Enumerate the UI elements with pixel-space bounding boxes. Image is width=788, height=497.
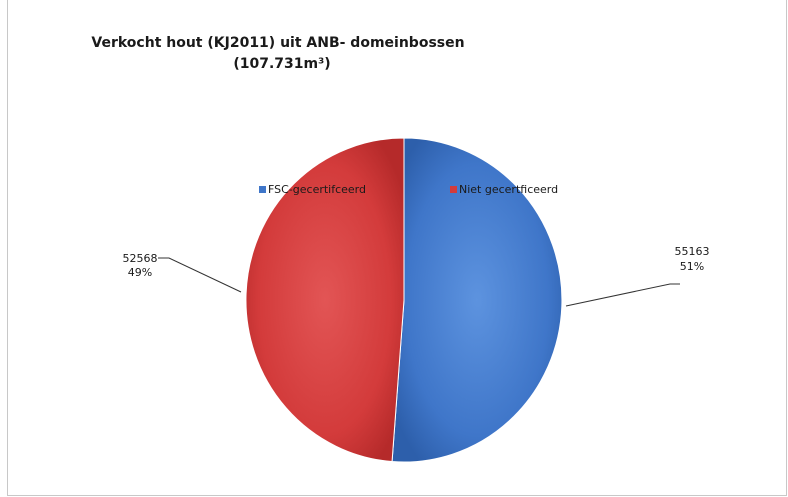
- pie-slices: [245, 137, 563, 463]
- data-label-niet: 52568 49%: [123, 252, 242, 293]
- chart-title-line1: Verkocht hout (KJ2011) uit ANB- domeinbo…: [91, 35, 464, 51]
- value-label-fsc: 55163: [675, 245, 710, 258]
- percent-label-fsc: 51%: [680, 260, 704, 273]
- pie-slice-niet: [245, 137, 405, 463]
- percent-label-niet: 49%: [128, 266, 152, 279]
- legend-label-niet: Niet gecertficeerd: [459, 183, 558, 196]
- leader-line-niet: [158, 257, 242, 293]
- legend: FSC-gecertifceerd Niet gecertficeerd: [259, 183, 558, 196]
- legend-swatch-fsc: [259, 186, 266, 193]
- data-label-fsc: 55163 51%: [565, 245, 710, 307]
- legend-swatch-niet: [450, 186, 457, 193]
- value-label-niet: 52568: [123, 252, 158, 265]
- legend-label-fsc: FSC-gecertifceerd: [268, 183, 366, 196]
- pie-slice-fsc: [391, 137, 563, 463]
- chart-title-line2: (107.731m³): [233, 56, 330, 72]
- leader-line-fsc: [565, 283, 680, 307]
